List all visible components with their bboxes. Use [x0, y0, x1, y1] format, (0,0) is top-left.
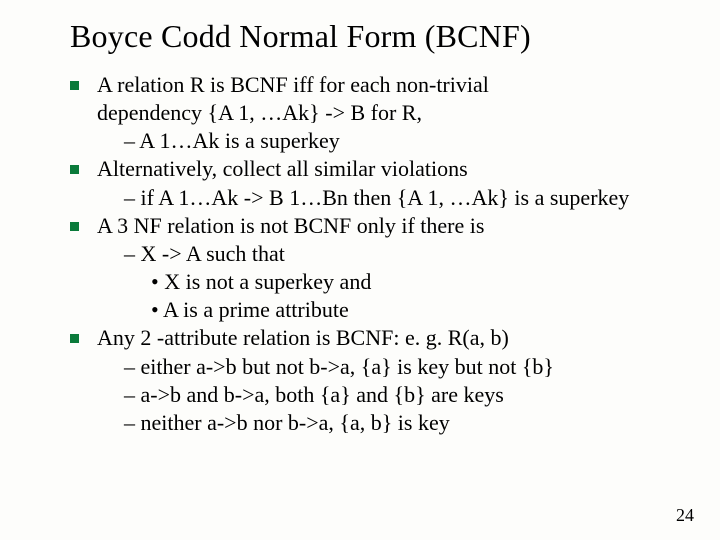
slide-title: Boyce Codd Normal Form (BCNF)	[70, 18, 680, 55]
sub-dash-line: X -> A such that	[97, 240, 680, 268]
bullet-item: Any 2 -attribute relation is BCNF: e. g.…	[70, 324, 680, 437]
square-bullet-icon	[70, 165, 79, 174]
sub-dot-line: X is not a superkey and	[97, 268, 680, 296]
text-line: A relation R is BCNF iff for each non-tr…	[97, 71, 680, 99]
text-line: Alternatively, collect all similar viola…	[97, 155, 680, 183]
sub-dash-line: if A 1…Ak -> B 1…Bn then {A 1, …Ak} is a…	[97, 184, 680, 212]
bullet-text: A relation R is BCNF iff for each non-tr…	[97, 71, 680, 155]
bullet-text: A 3 NF relation is not BCNF only if ther…	[97, 212, 680, 325]
bullet-text: Any 2 -attribute relation is BCNF: e. g.…	[97, 324, 680, 437]
text-line: dependency {A 1, …Ak} -> B for R,	[97, 99, 680, 127]
sub-dot-line: A is a prime attribute	[97, 296, 680, 324]
text-line: A 3 NF relation is not BCNF only if ther…	[97, 212, 680, 240]
bullet-item: A 3 NF relation is not BCNF only if ther…	[70, 212, 680, 325]
bullet-text: Alternatively, collect all similar viola…	[97, 155, 680, 211]
sub-dash-line: A 1…Ak is a superkey	[97, 127, 680, 155]
slide-body: A relation R is BCNF iff for each non-tr…	[70, 71, 680, 437]
text-line: Any 2 -attribute relation is BCNF: e. g.…	[97, 324, 680, 352]
sub-dash-line: either a->b but not b->a, {a} is key but…	[97, 353, 680, 381]
sub-dash-line: neither a->b nor b->a, {a, b} is key	[97, 409, 680, 437]
square-bullet-icon	[70, 81, 79, 90]
bullet-item: A relation R is BCNF iff for each non-tr…	[70, 71, 680, 155]
slide: Boyce Codd Normal Form (BCNF) A relation…	[0, 0, 720, 540]
sub-dash-line: a->b and b->a, both {a} and {b} are keys	[97, 381, 680, 409]
square-bullet-icon	[70, 334, 79, 343]
page-number: 24	[676, 505, 694, 526]
square-bullet-icon	[70, 222, 79, 231]
bullet-item: Alternatively, collect all similar viola…	[70, 155, 680, 211]
